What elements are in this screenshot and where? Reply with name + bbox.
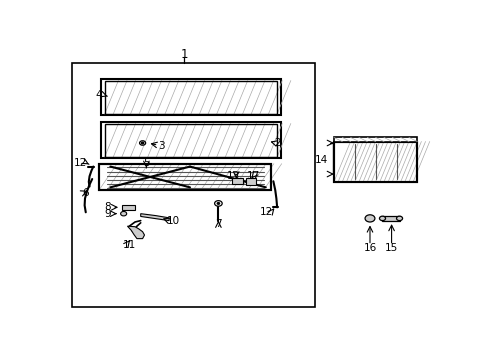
Text: 3: 3 (158, 141, 164, 151)
Text: 10: 10 (166, 216, 179, 226)
Text: 9: 9 (104, 209, 110, 219)
Text: 5: 5 (143, 158, 149, 168)
Bar (333, 141, 417, 182)
Bar (72, 63, 314, 307)
Polygon shape (141, 214, 169, 221)
Circle shape (396, 216, 402, 221)
Text: 2: 2 (273, 138, 280, 148)
Polygon shape (127, 226, 144, 239)
Bar (104, 123, 277, 157)
Text: 16: 16 (363, 243, 376, 253)
Bar (333, 138, 417, 141)
Circle shape (214, 201, 222, 206)
Text: 11: 11 (122, 240, 136, 250)
Text: 12: 12 (73, 158, 86, 168)
Text: 15: 15 (384, 243, 397, 253)
Circle shape (139, 141, 145, 145)
Bar (122, 204, 135, 210)
Bar (99, 164, 271, 190)
Text: 7: 7 (215, 219, 221, 229)
Bar (232, 179, 243, 184)
Bar (245, 179, 255, 185)
Text: 6: 6 (82, 188, 89, 198)
Circle shape (217, 203, 219, 204)
Bar (101, 122, 281, 158)
Bar (104, 81, 277, 114)
Text: 8: 8 (104, 202, 110, 212)
Text: 4: 4 (96, 90, 102, 100)
Circle shape (141, 142, 143, 144)
Text: 14: 14 (314, 155, 327, 165)
Bar (99, 164, 271, 190)
Circle shape (379, 216, 385, 221)
Bar (333, 141, 417, 182)
Bar (382, 216, 399, 221)
Text: 1: 1 (180, 48, 188, 61)
Text: 17: 17 (246, 171, 260, 181)
Text: 13: 13 (226, 171, 240, 181)
Circle shape (121, 211, 126, 216)
Bar (101, 79, 281, 115)
Circle shape (365, 215, 374, 222)
Text: 12: 12 (260, 207, 273, 217)
